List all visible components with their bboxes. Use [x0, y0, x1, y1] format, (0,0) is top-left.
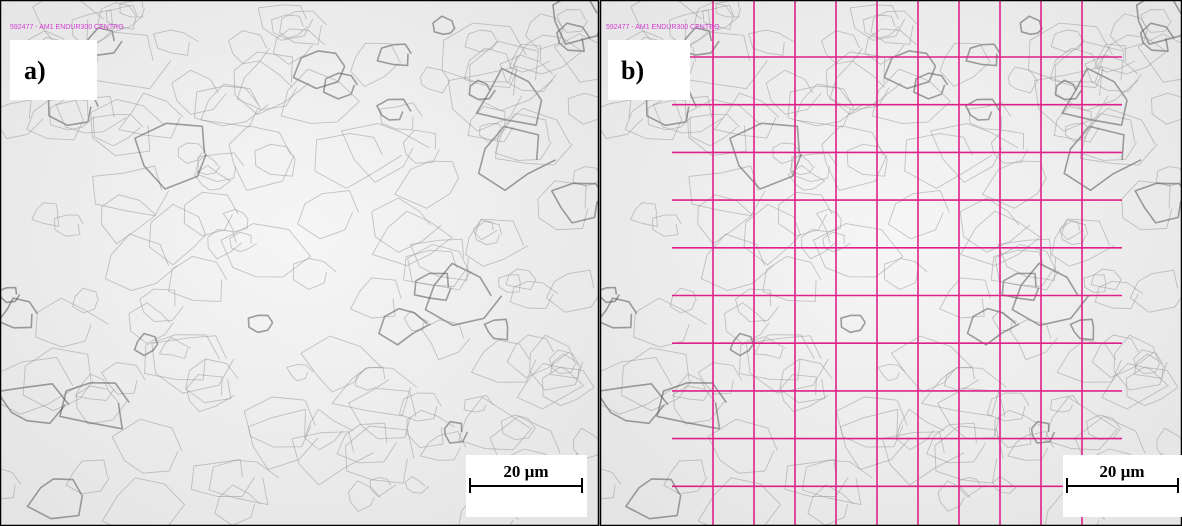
panel-label: a): [24, 56, 46, 85]
page: 592477 - AM1 ENDUR300 CENTRO 592477 - AM…: [0, 0, 1182, 526]
scale-bar-label: 20 µm: [1099, 462, 1144, 481]
caption: 592477 - AM1 ENDUR300 CENTRO: [606, 24, 720, 31]
scale-bar-label: 20 µm: [503, 462, 548, 481]
panel-label: b): [621, 56, 644, 85]
caption: 592477 - AM1 ENDUR300 CENTRO: [10, 24, 124, 31]
figure: 592477 - AM1 ENDUR300 CENTRO 592477 - AM…: [0, 0, 1182, 526]
